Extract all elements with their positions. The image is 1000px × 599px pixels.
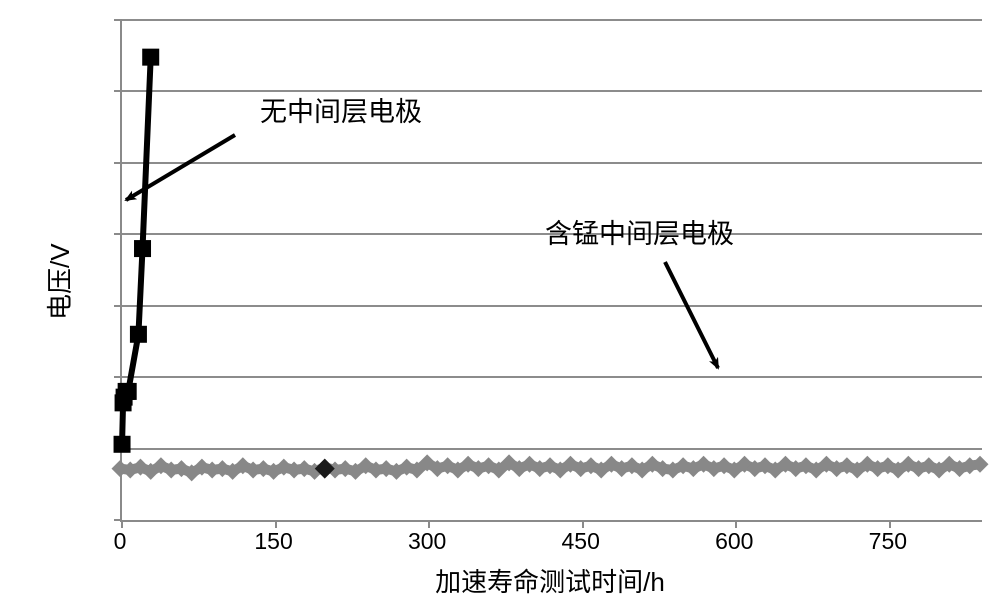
- y-tick-label: 15: [0, 293, 106, 320]
- series-none-point: [120, 383, 137, 400]
- annotation-arrow: [665, 262, 718, 368]
- y-tick-label: 10: [0, 364, 106, 391]
- series-none-point: [134, 240, 151, 257]
- y-tick-label: 0: [0, 507, 106, 534]
- x-tick-label: 300: [408, 528, 446, 555]
- y-tick-label: 5: [0, 436, 106, 463]
- annotation-label: 含锰中间层电极: [545, 212, 734, 251]
- series-mn-point: [972, 456, 989, 473]
- x-tick-label: 0: [114, 528, 127, 555]
- annotation-label: 无中间层电极: [260, 90, 422, 129]
- x-tick-label: 150: [254, 528, 292, 555]
- x-tick-label: 600: [715, 528, 753, 555]
- y-tick-label: 35: [0, 7, 106, 34]
- chart-figure: 电压/V 加速寿命测试时间/h 051015202530350150300450…: [0, 0, 1000, 599]
- x-tick-label: 450: [562, 528, 600, 555]
- chart-overlay: [0, 0, 1000, 599]
- y-tick-label: 20: [0, 221, 106, 248]
- y-tick-label: 30: [0, 78, 106, 105]
- y-tick-label: 25: [0, 150, 106, 177]
- series-none-point: [142, 49, 159, 66]
- series-none-point: [130, 326, 147, 343]
- annotation-arrow: [126, 135, 235, 200]
- x-tick-label: 750: [869, 528, 907, 555]
- series-none-point: [114, 436, 131, 453]
